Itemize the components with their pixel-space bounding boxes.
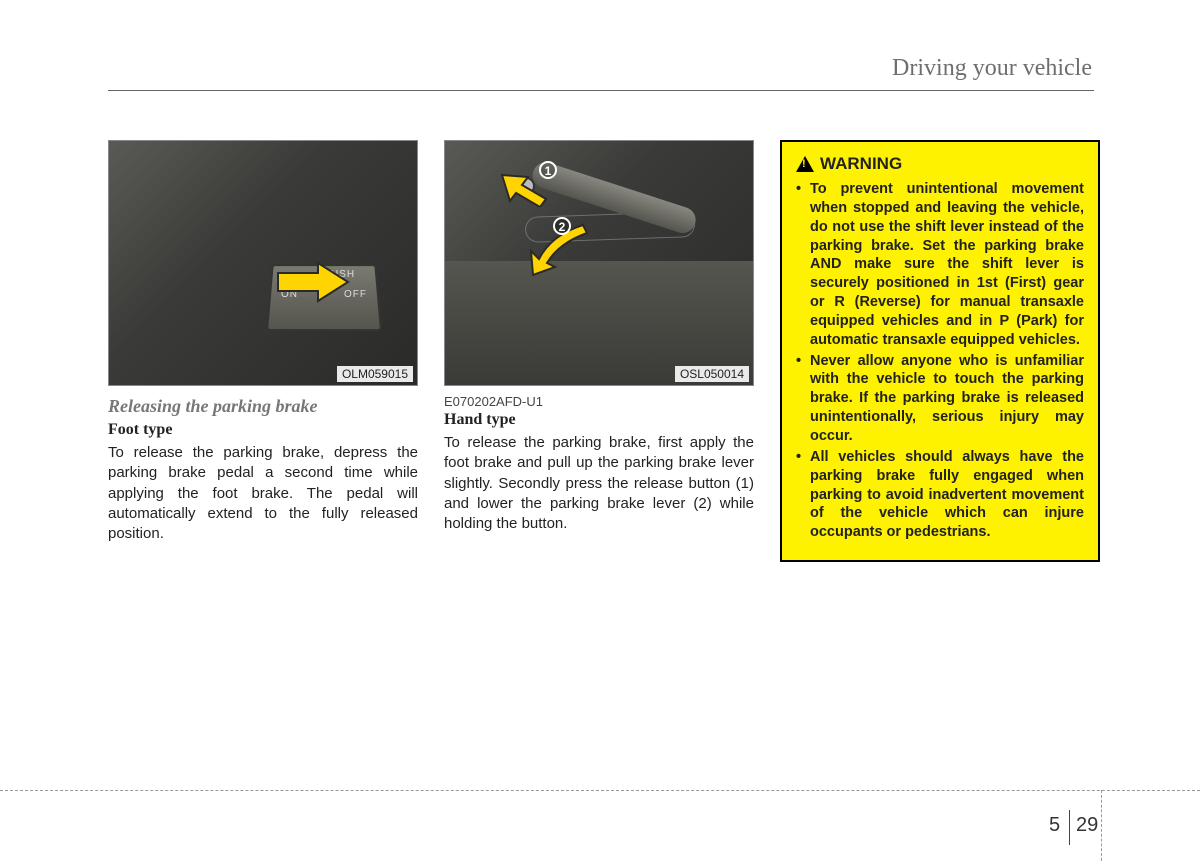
subheading-hand-type: Hand type — [444, 411, 754, 429]
content-columns: USH ON OFF OLM059015 Releasing the parki… — [108, 140, 1094, 562]
warning-title: WARNING — [796, 154, 1084, 174]
warning-item: Never allow anyone who is unfamiliar wit… — [796, 352, 1084, 446]
page-header: Driving your vehicle — [892, 55, 1092, 82]
warning-item: All vehicles should always have the park… — [796, 448, 1084, 542]
body-text-hand: To release the parking brake, first appl… — [444, 433, 754, 534]
page-number: 29 — [1076, 814, 1098, 837]
callout-number-2: 2 — [553, 217, 571, 235]
header-rule — [108, 90, 1094, 91]
warning-item: To prevent unintentional movement when s… — [796, 180, 1084, 350]
image-code-label: OLM059015 — [337, 366, 413, 382]
section-heading: Releasing the parking brake — [108, 396, 418, 417]
illustration-hand-brake: 1 2 OSL050014 — [444, 140, 754, 386]
callout-number-1: 1 — [539, 161, 557, 179]
column-warning: WARNING To prevent unintentional movemen… — [780, 140, 1100, 562]
warning-triangle-icon — [796, 156, 814, 172]
image-code-label: OSL050014 — [675, 366, 749, 382]
warning-title-text: WARNING — [820, 154, 902, 174]
warning-list: To prevent unintentional movement when s… — [796, 180, 1084, 542]
page-number-divider — [1069, 810, 1070, 845]
arrow-icon — [274, 259, 354, 305]
reference-code: E070202AFD-U1 — [444, 394, 754, 409]
column-hand-type: 1 2 OSL050014 E070202AFD-U1 Hand type To… — [444, 140, 754, 562]
warning-box: WARNING To prevent unintentional movemen… — [780, 140, 1100, 562]
subheading-foot-type: Foot type — [108, 421, 418, 439]
trim-dashed-horizontal — [0, 790, 1200, 791]
chapter-number: 5 — [1049, 814, 1060, 837]
trim-dashed-vertical — [1101, 790, 1102, 861]
illustration-foot-brake: USH ON OFF OLM059015 — [108, 140, 418, 386]
column-foot-type: USH ON OFF OLM059015 Releasing the parki… — [108, 140, 418, 562]
body-text-foot: To release the parking brake, depress th… — [108, 443, 418, 544]
